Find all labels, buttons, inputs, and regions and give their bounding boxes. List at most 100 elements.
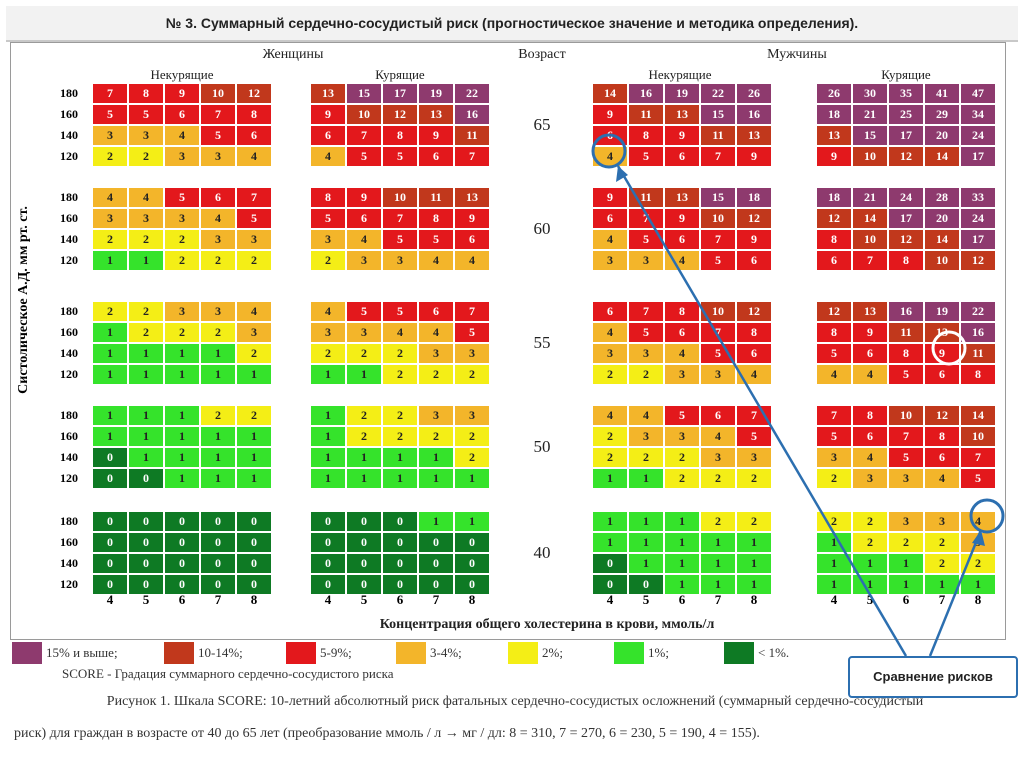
risk-cell: 6 bbox=[310, 125, 346, 146]
risk-cell: 5 bbox=[128, 104, 164, 125]
risk-cell: 3 bbox=[200, 229, 236, 250]
systolic-bp-label: 120 bbox=[60, 149, 78, 163]
risk-cell: 2 bbox=[382, 364, 418, 385]
risk-cell: 3 bbox=[628, 343, 664, 364]
risk-cell: 3 bbox=[236, 229, 272, 250]
risk-cell: 17 bbox=[888, 125, 924, 146]
risk-cell: 1 bbox=[736, 532, 772, 553]
risk-cell: 4 bbox=[346, 229, 382, 250]
risk-cell: 15 bbox=[346, 83, 382, 104]
risk-cell: 9 bbox=[164, 83, 200, 104]
risk-cell: 1 bbox=[200, 468, 236, 489]
slide-header: № 3. Суммарный сердечно-сосудистый риск … bbox=[6, 6, 1018, 42]
risk-cell: 1 bbox=[664, 574, 700, 595]
risk-cell: 9 bbox=[664, 208, 700, 229]
risk-cell: 8 bbox=[888, 343, 924, 364]
risk-cell: 2 bbox=[592, 364, 628, 385]
legend-label: 5-9%; bbox=[320, 645, 352, 660]
risk-cell: 1 bbox=[888, 553, 924, 574]
risk-cell: 19 bbox=[664, 83, 700, 104]
risk-cell: 0 bbox=[164, 532, 200, 553]
risk-cell: 5 bbox=[664, 405, 700, 426]
risk-cell: 1 bbox=[346, 364, 382, 385]
risk-cell: 0 bbox=[346, 574, 382, 595]
risk-cell: 3 bbox=[816, 447, 852, 468]
risk-cell: 1 bbox=[92, 343, 128, 364]
risk-cell: 10 bbox=[924, 250, 960, 271]
risk-cell: 1 bbox=[164, 364, 200, 385]
risk-cell: 0 bbox=[200, 511, 236, 532]
risk-cell: 13 bbox=[454, 187, 490, 208]
risk-cell: 2 bbox=[92, 301, 128, 322]
risk-cell: 22 bbox=[700, 83, 736, 104]
risk-cell: 17 bbox=[382, 83, 418, 104]
highlight-circle-men-smoker-40 bbox=[969, 498, 1005, 534]
risk-cell: 5 bbox=[816, 426, 852, 447]
risk-cell: 3 bbox=[92, 125, 128, 146]
risk-cell: 0 bbox=[200, 553, 236, 574]
women-nonsmoker-header: Некурящие bbox=[150, 67, 214, 82]
risk-cell: 10 bbox=[852, 229, 888, 250]
risk-cell: 35 bbox=[888, 83, 924, 104]
risk-cell: 4 bbox=[852, 364, 888, 385]
risk-cell: 18 bbox=[816, 104, 852, 125]
risk-cell: 5 bbox=[164, 187, 200, 208]
risk-cell: 9 bbox=[346, 187, 382, 208]
risk-cell: 4 bbox=[592, 322, 628, 343]
risk-cell: 11 bbox=[888, 322, 924, 343]
risk-cell: 1 bbox=[628, 532, 664, 553]
systolic-bp-label: 180 bbox=[60, 86, 78, 100]
risk-cell: 1 bbox=[92, 426, 128, 447]
risk-cell: 1 bbox=[236, 468, 272, 489]
risk-cell: 6 bbox=[852, 426, 888, 447]
risk-cell: 3 bbox=[346, 250, 382, 271]
risk-cell: 0 bbox=[310, 553, 346, 574]
cholesterol-tick-label: 7 bbox=[714, 592, 722, 607]
risk-cell: 0 bbox=[164, 553, 200, 574]
risk-cell: 11 bbox=[418, 187, 454, 208]
x-axis-label: Концентрация общего холестерина в крови,… bbox=[379, 617, 715, 632]
legend-swatch bbox=[508, 642, 538, 664]
risk-cell: 1 bbox=[592, 511, 628, 532]
cholesterol-tick-label: 8 bbox=[974, 592, 982, 607]
risk-cell: 9 bbox=[418, 125, 454, 146]
risk-cell: 0 bbox=[200, 532, 236, 553]
risk-cell: 3 bbox=[664, 426, 700, 447]
risk-cell: 1 bbox=[200, 364, 236, 385]
risk-cell: 9 bbox=[592, 187, 628, 208]
risk-cell: 1 bbox=[664, 532, 700, 553]
risk-cell: 6 bbox=[664, 229, 700, 250]
risk-cell: 1 bbox=[628, 553, 664, 574]
risk-cell: 1 bbox=[736, 574, 772, 595]
risk-cell: 5 bbox=[346, 146, 382, 167]
risk-cell: 3 bbox=[128, 208, 164, 229]
risk-cell: 2 bbox=[346, 405, 382, 426]
risk-cell: 0 bbox=[236, 511, 272, 532]
risk-cell: 12 bbox=[736, 208, 772, 229]
risk-cell: 7 bbox=[346, 125, 382, 146]
risk-cell: 8 bbox=[128, 83, 164, 104]
risk-cell: 5 bbox=[888, 447, 924, 468]
figure-caption-line-2: риск) для граждан в возрасте от 40 до 65… bbox=[14, 726, 760, 741]
risk-cell: 7 bbox=[236, 187, 272, 208]
risk-cell: 1 bbox=[92, 322, 128, 343]
risk-cell: 7 bbox=[852, 250, 888, 271]
risk-cell: 2 bbox=[164, 250, 200, 271]
risk-cell: 17 bbox=[960, 146, 996, 167]
risk-cell: 0 bbox=[454, 532, 490, 553]
risk-cell: 5 bbox=[236, 208, 272, 229]
risk-cell: 2 bbox=[736, 468, 772, 489]
risk-cell: 3 bbox=[164, 146, 200, 167]
risk-cell: 10 bbox=[852, 146, 888, 167]
risk-cell: 7 bbox=[960, 447, 996, 468]
risk-cell: 1 bbox=[200, 447, 236, 468]
risk-cell: 15 bbox=[700, 104, 736, 125]
risk-cell: 2 bbox=[454, 364, 490, 385]
risk-cell: 1 bbox=[164, 405, 200, 426]
risk-cell: 6 bbox=[236, 125, 272, 146]
risk-cell: 2 bbox=[700, 468, 736, 489]
risk-cell: 2 bbox=[164, 229, 200, 250]
risk-cell: 22 bbox=[454, 83, 490, 104]
risk-cell: 2 bbox=[200, 322, 236, 343]
